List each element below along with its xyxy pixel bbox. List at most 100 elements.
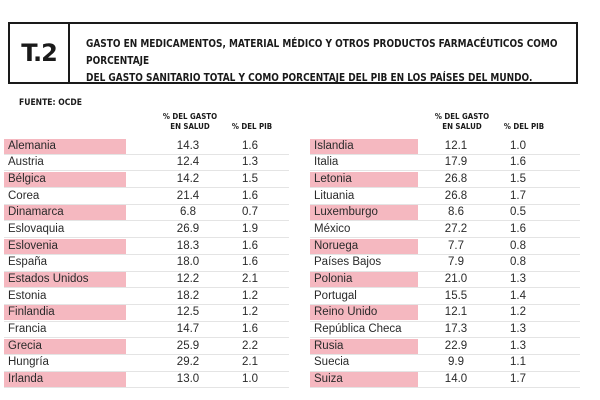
table-row: Hungría 29.2 2.1 [4,355,289,372]
gasto-value: 17.9 [444,156,468,169]
gasto-value: 6.8 [180,206,196,219]
pib-value: 1.2 [242,306,258,319]
row-divider [4,187,289,189]
pib-value: 0.8 [510,239,526,252]
table-row: Portugal 15.5 1.4 [310,288,580,305]
gasto-value: 25.9 [176,339,200,352]
country-name: España [8,256,48,269]
pib-value: 1.4 [510,289,526,302]
row-divider [310,287,580,289]
row-divider [4,203,289,205]
country-name: Dinamarca [4,205,126,221]
gasto-value: 18.0 [176,256,200,269]
row-divider [4,337,289,339]
country-name: Irlanda [4,372,126,388]
gasto-value: 7.7 [448,239,464,252]
country-name: Estonia [8,289,47,302]
pib-value: 1.9 [242,222,258,235]
pib-value: 2.1 [242,356,258,369]
country-name: Alemania [4,138,126,154]
row-divider [4,220,289,222]
row-divider [310,353,580,355]
left-header-gasto-line-2: EN SALUD [170,122,210,131]
table-row: Grecia 25.9 2.2 [4,338,289,355]
table-row: Lituania 26.8 1.7 [310,188,580,205]
table-row: Corea 21.4 1.6 [4,188,289,205]
row-divider [4,353,289,355]
row-divider [310,303,580,305]
table-row: Estonia 18.2 1.2 [4,288,289,305]
country-name: Bélgica [4,171,126,187]
pib-value: 1.6 [242,323,258,336]
gasto-value: 26.8 [444,172,468,185]
pib-value: 1.1 [510,356,526,369]
row-divider [310,370,580,372]
country-name: Luxemburgo [310,205,418,221]
table-title-line-1: GASTO EN MEDICAMENTOS, MATERIAL MÉDICO Y… [86,39,558,67]
country-name: Rusia [310,338,418,354]
pib-value: 1.2 [242,289,258,302]
left-header-gasto: % DEL GASTO EN SALUD [155,112,225,132]
pib-value: 1.6 [242,256,258,269]
table-row: Alemania 14.3 1.6 [4,138,289,155]
row-divider [310,270,580,272]
table-row: Italia 17.9 1.6 [310,155,580,172]
country-name: Suecia [314,356,350,369]
row-divider [310,203,580,205]
table-row: Suiza 14.0 1.7 [310,372,580,389]
gasto-value: 9.9 [448,356,464,369]
table-row: Letonia 26.8 1.5 [310,171,580,189]
row-divider [4,270,289,272]
row-divider [310,253,580,255]
gasto-value: 14.7 [176,323,200,336]
pib-value: 1.6 [510,156,526,169]
gasto-value: 14.2 [176,172,200,185]
row-divider [310,220,580,222]
table-row: Eslovaquia 26.9 1.9 [4,221,289,239]
right-header-gasto-line-1: % DEL GASTO [434,112,490,121]
pib-value: 0.8 [510,256,526,269]
row-divider [4,170,289,172]
country-name: Grecia [4,338,126,354]
row-divider [310,237,580,239]
gasto-value: 22.9 [444,339,468,352]
table-row: Austria 12.4 1.3 [4,155,289,172]
right-header-pib: % DEL PIB [503,122,545,131]
country-name: Eslovenia [4,238,126,254]
country-name: Países Bajos [314,256,382,269]
table-row: Estados Unidos 12.2 2.1 [4,272,289,289]
table-row: Noruega 7.7 0.8 [310,238,580,255]
pib-value: 0.5 [510,206,526,219]
right-header-gasto: % DEL GASTO EN SALUD [427,112,497,132]
gasto-value: 12.4 [176,156,200,169]
country-name: Italia [314,156,339,169]
country-name: Letonia [310,171,418,187]
row-divider [310,387,580,389]
pib-value: 1.0 [242,373,258,386]
country-name: Portugal [314,289,357,302]
row-divider [4,320,289,322]
country-name: Polonia [310,272,418,287]
table-row: Polonia 21.0 1.3 [310,272,580,289]
row-divider [4,287,289,289]
gasto-value: 7.9 [448,256,464,269]
gasto-value: 13.0 [176,373,200,386]
country-name: Reino Unido [310,305,418,321]
table-row: Finlandia 12.5 1.2 [4,305,289,322]
gasto-value: 18.3 [176,239,200,252]
pib-value: 1.0 [510,139,526,152]
table-row: Reino Unido 12.1 1.2 [310,305,580,322]
table-row: Irlanda 13.0 1.0 [4,372,289,389]
gasto-value: 12.1 [444,306,468,319]
pib-value: 1.2 [510,306,526,319]
country-name: Austria [8,156,44,169]
country-name: Estados Unidos [4,272,126,287]
gasto-value: 27.2 [444,222,468,235]
country-name: Hungría [8,356,49,369]
country-name: Corea [8,189,40,202]
gasto-value: 17.3 [444,323,468,336]
pib-value: 1.3 [510,323,526,336]
gasto-value: 12.1 [444,139,468,152]
country-name: Eslovaquia [8,222,65,235]
gasto-value: 15.5 [444,289,468,302]
